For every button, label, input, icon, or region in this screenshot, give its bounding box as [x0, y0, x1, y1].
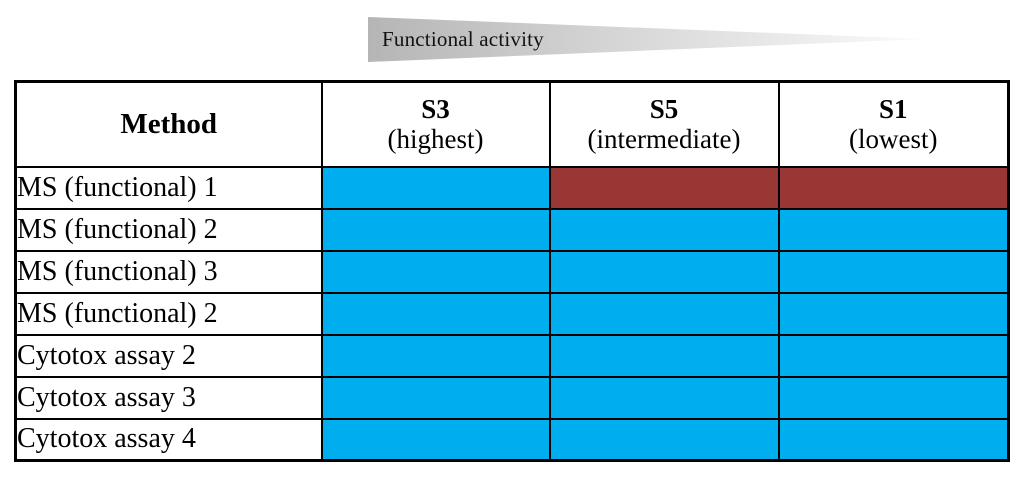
- column-header-s1-subtitle: (lowest): [849, 124, 938, 155]
- result-cell-s1: [777, 375, 1010, 420]
- method-cell: Cytotox assay 3: [14, 375, 323, 420]
- column-header-s5: S5 (intermediate): [548, 80, 780, 168]
- method-cell: MS (functional) 2: [14, 291, 323, 336]
- table-row: Cytotox assay 3: [14, 375, 1010, 420]
- table-row: MS (functional) 3: [14, 249, 1010, 294]
- functional-activity-label: Functional activity: [382, 27, 544, 51]
- method-cell: Cytotox assay 2: [14, 333, 323, 378]
- result-cell-s5: [548, 207, 780, 252]
- result-cell-s1: [777, 207, 1010, 252]
- result-cell-s1: [777, 165, 1010, 210]
- arrow-shape: [368, 17, 926, 62]
- table-header-row: Method S3 (highest) S5 (intermediate) S1…: [14, 80, 1010, 168]
- result-cell-s3: [320, 165, 551, 210]
- column-header-s5-title: S5: [649, 94, 679, 125]
- column-header-s3-title: S3: [421, 94, 450, 125]
- table-row: Cytotox assay 4: [14, 417, 1010, 462]
- method-cell: MS (functional) 3: [14, 249, 323, 294]
- result-cell-s3: [320, 333, 551, 378]
- result-cell-s1: [777, 291, 1010, 336]
- result-cell-s3: [320, 375, 551, 420]
- column-header-s1: S1 (lowest): [777, 80, 1010, 168]
- table-row: MS (functional) 2: [14, 207, 1010, 252]
- column-header-s5-subtitle: (intermediate): [587, 124, 741, 155]
- method-cell: MS (functional) 1: [14, 165, 323, 210]
- table-row: MS (functional) 1: [14, 165, 1010, 210]
- result-cell-s5: [548, 249, 780, 294]
- result-cell-s1: [777, 417, 1010, 462]
- column-header-method: Method: [14, 80, 323, 168]
- column-header-s3-subtitle: (highest): [387, 124, 484, 155]
- result-cell-s5: [548, 165, 780, 210]
- column-header-s3: S3 (highest): [320, 80, 551, 168]
- method-cell: MS (functional) 2: [14, 207, 323, 252]
- result-cell-s3: [320, 417, 551, 462]
- method-cell: Cytotox assay 4: [14, 417, 323, 462]
- result-cell-s5: [548, 375, 780, 420]
- result-cell-s3: [320, 249, 551, 294]
- functional-activity-arrow: Functional activity: [0, 0, 1024, 75]
- table-body: MS (functional) 1 MS (functional) 2 MS (fu…: [14, 165, 1010, 462]
- result-cell-s5: [548, 291, 780, 336]
- result-cell-s3: [320, 291, 551, 336]
- result-cell-s1: [777, 249, 1010, 294]
- result-cell-s1: [777, 333, 1010, 378]
- column-header-s1-title: S1: [878, 94, 908, 125]
- result-cell-s3: [320, 207, 551, 252]
- table-row: MS (functional) 2: [14, 291, 1010, 336]
- results-table: Method S3 (highest) S5 (intermediate) S1…: [14, 80, 1010, 462]
- result-cell-s5: [548, 333, 780, 378]
- result-cell-s5: [548, 417, 780, 462]
- table-row: Cytotox assay 2: [14, 333, 1010, 378]
